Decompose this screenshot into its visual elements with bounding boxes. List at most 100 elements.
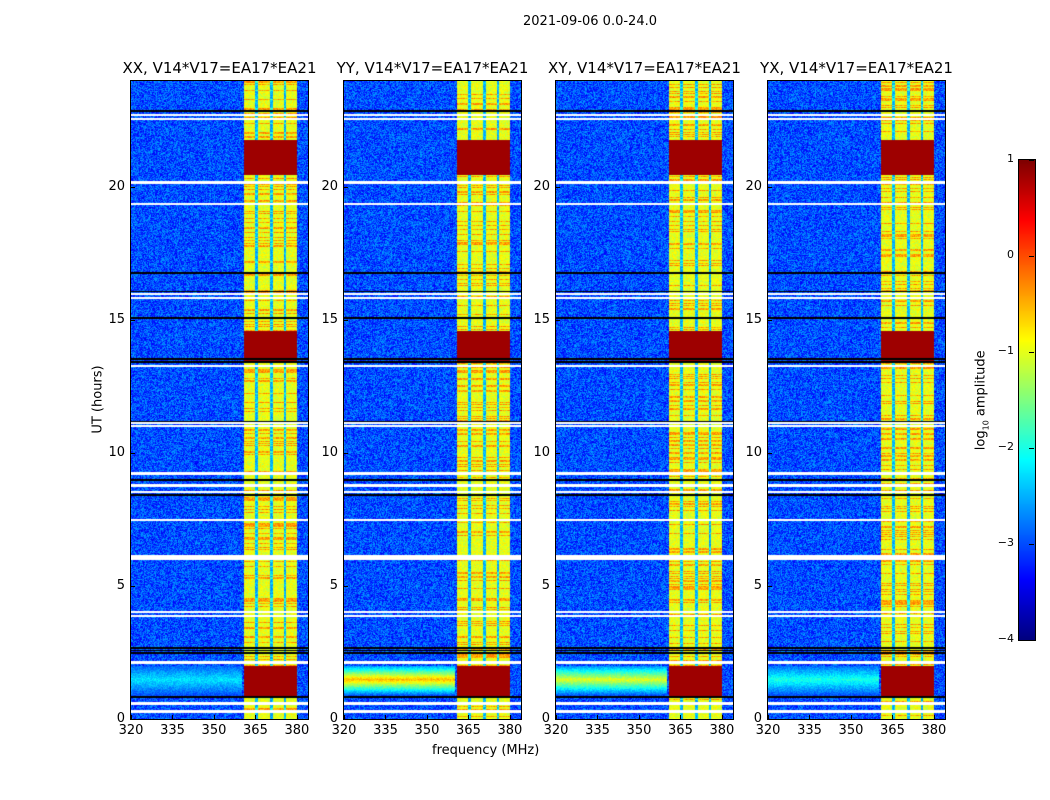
x-tick-label: 335 [797, 723, 822, 738]
x-tick [468, 715, 470, 719]
x-tick-label: 350 [626, 723, 652, 738]
x-tick [385, 715, 387, 719]
y-tick-label: 10 [745, 445, 762, 461]
x-tick [597, 715, 599, 719]
panel-title: XY, V14*V17=EA17*EA21 [548, 59, 741, 77]
spectrogram-image [344, 81, 521, 719]
y-tick-label: 0 [753, 711, 762, 726]
spectrogram-image [768, 81, 945, 719]
x-tick [680, 715, 682, 719]
y-tick [556, 320, 560, 322]
colorbar-tick [1029, 544, 1034, 545]
y-tick-label: 5 [116, 578, 125, 594]
x-tick-label: 380 [284, 723, 310, 738]
y-tick [556, 719, 560, 720]
y-tick [768, 320, 772, 322]
spectrogram-image [556, 81, 733, 719]
colorbar [1018, 159, 1036, 641]
x-tick [509, 715, 511, 719]
y-tick-label: 15 [108, 312, 125, 328]
y-tick-label: 5 [753, 578, 762, 594]
y-tick [344, 719, 348, 720]
colorbar-label-sub: 10 [981, 420, 991, 431]
y-tick [131, 320, 135, 322]
x-tick-label: 380 [709, 723, 735, 738]
panel-title: YY, V14*V17=EA17*EA21 [336, 59, 529, 77]
x-tick-label: 320 [543, 723, 569, 738]
x-tick-label: 350 [414, 723, 440, 738]
y-tick-label: 10 [533, 445, 550, 461]
y-axis-label: UT (hours) [90, 365, 106, 434]
y-tick [556, 453, 560, 455]
x-tick-label: 365 [243, 723, 268, 738]
x-tick [255, 715, 257, 719]
x-tick [556, 715, 557, 719]
x-tick-label: 335 [160, 723, 185, 738]
panel-title: YX, V14*V17=EA17*EA21 [760, 59, 953, 77]
y-tick [344, 187, 348, 189]
x-tick [638, 715, 640, 719]
x-tick-label: 350 [838, 723, 864, 738]
y-tick-label: 10 [108, 445, 125, 461]
y-tick [768, 187, 772, 189]
x-tick [426, 715, 428, 719]
y-tick [768, 586, 772, 588]
colorbar-tick-label: −4 [997, 632, 1014, 645]
x-tick [768, 715, 769, 719]
colorbar-label: log10 amplitude [974, 348, 991, 452]
y-tick-label: 0 [116, 711, 125, 726]
x-tick-label: 350 [201, 723, 227, 738]
colorbar-tick-label: 0 [1007, 248, 1014, 261]
colorbar-tick-label: −1 [997, 344, 1014, 357]
x-tick [296, 715, 298, 719]
colorbar-tick [1029, 640, 1034, 641]
x-tick [809, 715, 811, 719]
colorbar-label-rest: amplitude [973, 350, 989, 421]
spectrogram-panel [767, 80, 946, 720]
x-tick [933, 715, 935, 719]
y-tick-label: 5 [329, 578, 338, 594]
x-tick [131, 715, 132, 719]
y-tick [131, 453, 135, 455]
colorbar-tick-label: −2 [997, 440, 1014, 453]
y-tick [556, 586, 560, 588]
x-tick-label: 380 [497, 723, 523, 738]
y-tick [131, 586, 135, 588]
y-tick-label: 20 [108, 179, 125, 195]
y-tick [131, 187, 135, 189]
y-tick [344, 453, 348, 455]
x-tick [344, 715, 345, 719]
spectrogram-panel [343, 80, 522, 720]
x-axis-label: frequency (MHz) [432, 743, 540, 758]
colorbar-tick-label: −3 [997, 536, 1014, 549]
x-tick-label: 320 [118, 723, 144, 738]
x-tick-label: 365 [880, 723, 905, 738]
y-tick-label: 20 [321, 179, 338, 195]
colorbar-tick [1029, 160, 1034, 161]
x-tick-label: 365 [456, 723, 481, 738]
x-tick-label: 365 [668, 723, 693, 738]
spectrogram-panel [555, 80, 734, 720]
y-tick-label: 0 [329, 711, 338, 726]
colorbar-tick [1029, 448, 1034, 449]
y-tick [131, 719, 135, 720]
y-tick-label: 0 [541, 711, 550, 726]
y-tick-label: 15 [321, 312, 338, 328]
figure-title: 2021-09-06 0.0-24.0 [523, 14, 657, 29]
x-tick [892, 715, 894, 719]
x-tick-label: 380 [921, 723, 947, 738]
y-tick [768, 719, 772, 720]
x-tick-label: 320 [755, 723, 781, 738]
x-tick [721, 715, 723, 719]
y-tick [768, 453, 772, 455]
y-tick-label: 10 [321, 445, 338, 461]
x-tick-label: 335 [373, 723, 398, 738]
x-tick [172, 715, 174, 719]
y-tick-label: 15 [745, 312, 762, 328]
colorbar-tick-label: 1 [1007, 152, 1014, 165]
x-tick [850, 715, 852, 719]
y-tick-label: 5 [541, 578, 550, 594]
spectrogram-panel [130, 80, 309, 720]
y-tick [344, 320, 348, 322]
